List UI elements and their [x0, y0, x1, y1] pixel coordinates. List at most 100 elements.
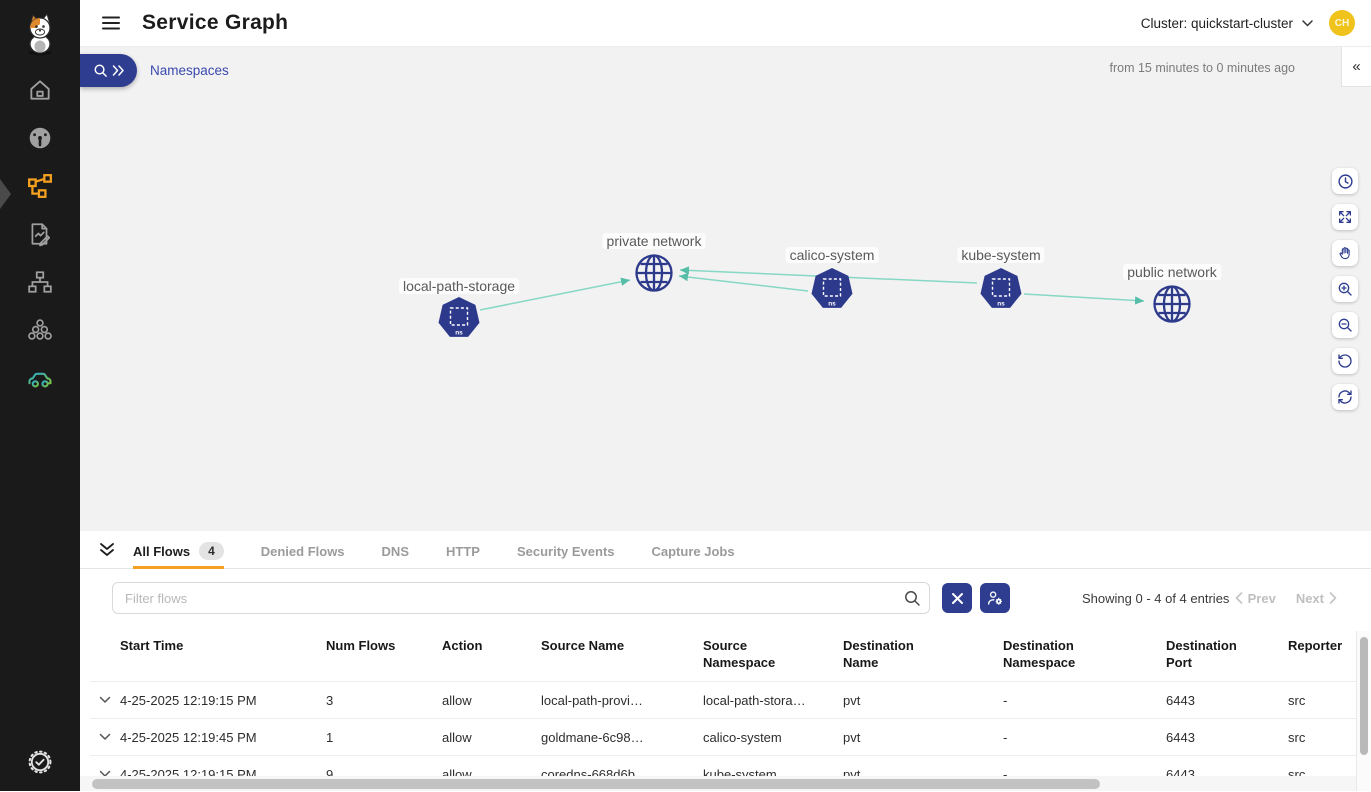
sidebar-item-service-graph[interactable]	[0, 162, 80, 210]
time-icon	[1337, 173, 1353, 189]
row-expand-button[interactable]	[90, 696, 120, 704]
column-header: Action	[442, 638, 483, 653]
tab-http[interactable]: HTTP	[446, 531, 480, 569]
graph-node-network[interactable]	[633, 252, 675, 294]
sidebar-item-compliance[interactable]	[0, 745, 80, 779]
app-header: Service Graph Cluster: quickstart-cluste…	[80, 0, 1371, 47]
avatar[interactable]: CH	[1329, 10, 1355, 36]
graph-node-label[interactable]: local-path-storage	[398, 278, 520, 294]
user-gear-icon	[987, 591, 1002, 605]
cell-reporter: src	[1288, 729, 1306, 745]
sidebar-item-dashboard[interactable]	[0, 114, 80, 162]
sidebar-item-cluster[interactable]	[0, 306, 80, 354]
tab-label: DNS	[381, 543, 409, 559]
graph-node-label[interactable]: calico-system	[785, 247, 879, 263]
tab-security-events[interactable]: Security Events	[517, 531, 615, 569]
column-header: Source Name	[541, 638, 625, 653]
flows-table: Start Time Num Flows Action Source Name …	[90, 631, 1371, 792]
double-chevron-down-icon	[100, 543, 114, 556]
graph-node-namespace[interactable]: ns	[809, 266, 855, 312]
sidebar-item-network[interactable]	[0, 258, 80, 306]
breadcrumb[interactable]: Namespaces	[150, 63, 229, 78]
calico-cat-logo	[18, 12, 62, 56]
column-header: Source Namespace	[703, 638, 776, 670]
fit-screen-button[interactable]	[1332, 204, 1358, 230]
column-header: Destination Namespace	[1003, 638, 1076, 670]
search-icon[interactable]	[903, 589, 921, 607]
zoom-in-button[interactable]	[1332, 276, 1358, 302]
cell-destination-port: 6443	[1166, 729, 1195, 745]
tab-denied-flows[interactable]: Denied Flows	[261, 531, 345, 569]
zoom-out-button[interactable]	[1332, 312, 1358, 338]
service-graph-canvas[interactable]: local-path-storage ns private network ca…	[80, 94, 1371, 531]
column-header: Start Time	[120, 638, 184, 653]
graph-node-label[interactable]: private network	[602, 233, 706, 249]
row-expand-button[interactable]	[90, 733, 120, 741]
pagination: Prev Next	[1235, 591, 1337, 606]
zoom-in-icon	[1338, 282, 1352, 296]
refresh-button[interactable]	[1332, 384, 1358, 410]
table-row[interactable]: 4-25-2025 12:19:45 PM 1 allow goldmane-6…	[90, 718, 1371, 755]
table-row[interactable]: 4-25-2025 12:19:15 PM 3 allow local-path…	[90, 681, 1371, 718]
zoom-out-icon	[1338, 318, 1352, 332]
cluster-selector[interactable]: Cluster: quickstart-cluster	[1141, 16, 1313, 31]
tab-label: Capture Jobs	[651, 543, 735, 559]
globe-icon	[635, 254, 673, 292]
next-label: Next	[1295, 590, 1324, 606]
car-icon	[28, 372, 52, 388]
graph-node-label[interactable]: public network	[1123, 264, 1221, 280]
filter-flows-input[interactable]	[112, 582, 930, 614]
flows-table-header: Start Time Num Flows Action Source Name …	[90, 631, 1371, 681]
chevron-down-icon	[1302, 19, 1313, 27]
cell-num-flows: 1	[326, 729, 334, 745]
cell-destination-name: pvt	[843, 692, 861, 708]
graph-node-namespace[interactable]: ns	[436, 295, 482, 341]
vertical-scrollbar[interactable]	[1360, 637, 1368, 755]
horizontal-scrollbar[interactable]	[92, 779, 1100, 789]
double-chevron-left-icon: «	[1352, 58, 1361, 75]
cell-reporter: src	[1288, 692, 1306, 708]
namespace-icon: ns	[438, 297, 480, 337]
sidebar-item-home[interactable]	[0, 66, 80, 114]
next-page-button[interactable]: Next	[1296, 591, 1337, 606]
cell-destination-port: 6443	[1166, 692, 1195, 708]
cell-action: allow	[442, 729, 472, 745]
tab-capture-jobs[interactable]: Capture Jobs	[652, 531, 735, 569]
cell-action: allow	[442, 692, 472, 708]
tab-label: Denied Flows	[260, 543, 345, 559]
sidebar-item-workload[interactable]	[0, 354, 80, 402]
graph-search-pill[interactable]	[80, 54, 137, 87]
prev-label: Prev	[1247, 590, 1276, 606]
tab-all-flows[interactable]: All Flows 4	[133, 531, 224, 569]
refresh-icon	[1338, 390, 1352, 404]
time-settings-button[interactable]	[1332, 168, 1358, 194]
compliance-badge-icon	[28, 750, 52, 774]
hamburger-menu-icon[interactable]	[94, 6, 128, 40]
undo-button[interactable]	[1332, 348, 1358, 374]
graph-node-network[interactable]	[1151, 283, 1193, 325]
cell-source-name: local-path-provi…	[541, 692, 643, 708]
prev-page-button[interactable]: Prev	[1235, 591, 1276, 606]
graph-toolbar: Namespaces from 15 minutes to 0 minutes …	[80, 47, 1371, 94]
graph-node-namespace[interactable]: ns	[978, 266, 1024, 312]
chevron-right-icon	[1329, 592, 1337, 604]
tab-dns[interactable]: DNS	[382, 531, 409, 569]
home-icon	[30, 80, 50, 100]
panel-collapse-button[interactable]	[94, 537, 120, 563]
column-header: Reporter	[1288, 638, 1343, 653]
avatar-initials: CH	[1334, 17, 1350, 29]
graph-view-controls	[1332, 168, 1358, 410]
sidebar-item-reports[interactable]	[0, 210, 80, 258]
graph-node-label[interactable]: kube-system	[957, 247, 1045, 263]
globe-icon	[1153, 285, 1191, 323]
clear-x-icon	[951, 592, 963, 604]
clear-filter-button[interactable]	[942, 583, 972, 613]
user-settings-button[interactable]	[980, 583, 1010, 613]
network-sitemap-icon	[28, 271, 52, 293]
double-chevron-right-icon	[112, 65, 124, 76]
right-panel-collapse-button[interactable]: «	[1341, 47, 1371, 87]
flows-tabs-bar: All Flows 4 Denied Flows DNS HTTP Securi…	[80, 531, 1371, 569]
cell-start-time: 4-25-2025 12:19:45 PM	[120, 729, 257, 745]
cell-source-name: goldmane-6c98…	[541, 729, 644, 745]
pan-hand-button[interactable]	[1332, 240, 1358, 266]
